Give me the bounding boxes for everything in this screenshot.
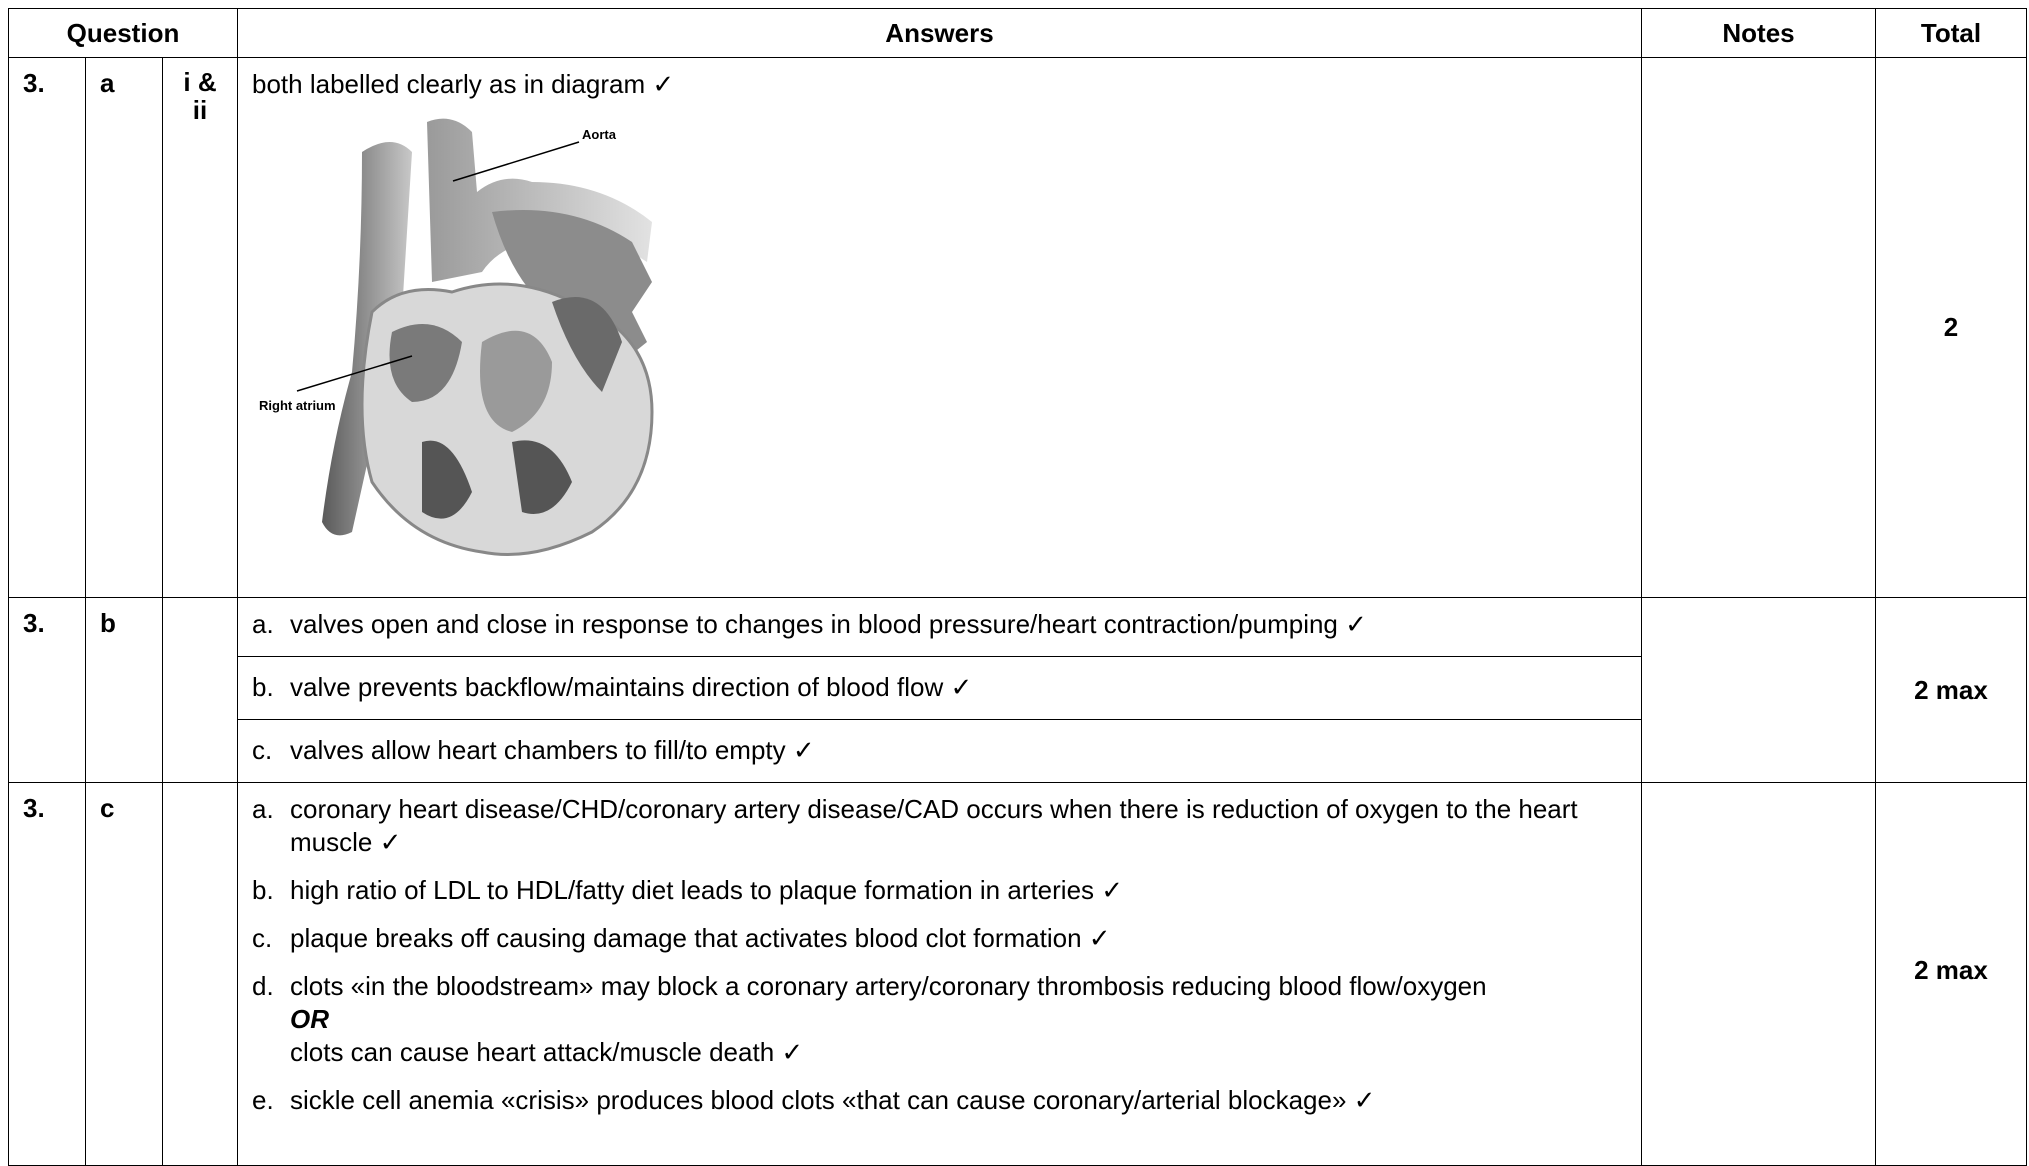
- answer-label: b.: [252, 875, 274, 905]
- header-notes: Notes: [1641, 8, 1876, 58]
- answer-body: clots «in the bloodstream» may block a c…: [290, 970, 1487, 1069]
- label-line: [452, 141, 580, 182]
- row-separator: [238, 656, 1641, 657]
- q-part: b: [85, 597, 163, 783]
- answer-text: plaque breaks off causing damage that ac…: [290, 923, 1111, 953]
- row-separator: [238, 719, 1641, 720]
- answer-label: b.: [252, 672, 274, 702]
- q-number: 3.: [8, 597, 86, 783]
- answer-label: c.: [252, 735, 273, 765]
- answer: b. valve prevents backflow/maintains dire…: [252, 671, 1627, 704]
- answer-text: high ratio of LDL to HDL/fatty diet lead…: [290, 875, 1124, 905]
- answer-body: valves allow heart chambers to fill/to e…: [290, 734, 815, 767]
- q-subpart: [162, 597, 238, 783]
- answer: b. high ratio of LDL to HDL/fatty diet le…: [252, 874, 1627, 907]
- heart-diagram: Aorta Right atrium: [259, 118, 654, 556]
- answer-body: valves open and close in response to cha…: [290, 608, 1367, 641]
- answer-label: e.: [252, 1085, 274, 1115]
- notes-cell: [1641, 57, 1876, 598]
- ventricles: [422, 440, 572, 519]
- markscheme-table: Question Answers Notes Total 3. a i & ii…: [8, 8, 2027, 1166]
- label-line: [296, 355, 413, 392]
- total-cell: 2 max: [1875, 782, 2027, 1166]
- subpart-text: i & ii: [183, 67, 217, 125]
- header-question: Question: [8, 8, 238, 58]
- right-atrium-shape: [389, 324, 462, 402]
- answer-body: sickle cell anemia «crisis» produces blo…: [290, 1084, 1375, 1117]
- answer: a. coronary heart disease/CHD/coronary ar…: [252, 793, 1627, 859]
- answer-body: valve prevents backflow/maintains direct…: [290, 671, 972, 704]
- answer-text: valve prevents backflow/maintains direct…: [290, 672, 973, 702]
- answers-cell: a. valves open and close in response to c…: [237, 597, 1642, 783]
- answer-label: c.: [252, 923, 273, 953]
- notes-cell: [1641, 782, 1876, 1166]
- q-part: c: [85, 782, 163, 1166]
- q-number: 3.: [8, 782, 86, 1166]
- answer-or: OR: [290, 1004, 329, 1034]
- header-answers: Answers: [237, 8, 1642, 58]
- aorta-shape: [427, 118, 652, 283]
- q-subpart: i & ii: [162, 57, 238, 598]
- total-cell: 2 max: [1875, 597, 2027, 783]
- answer-body: high ratio of LDL to HDL/fatty diet lead…: [290, 874, 1123, 907]
- answer-label: d.: [252, 971, 274, 1001]
- answer-text: valves open and close in response to cha…: [290, 609, 1367, 639]
- answer: both labelled clearly as in diagram ✓: [252, 68, 1627, 101]
- answers-cell: both labelled clearly as in diagram ✓ Ao…: [237, 57, 1642, 598]
- header-total: Total: [1875, 8, 2027, 58]
- answer: d. clots «in the bloodstream» may block a…: [252, 970, 1627, 1069]
- answer-text: valves allow heart chambers to fill/to e…: [290, 735, 815, 765]
- q-subpart: [162, 782, 238, 1166]
- answer: c. plaque breaks off causing damage that …: [252, 922, 1627, 955]
- notes-cell: [1641, 597, 1876, 783]
- left-atrium-shape: [552, 297, 622, 392]
- total-cell: 2: [1875, 57, 2027, 598]
- diagram-label: Right atrium: [259, 398, 336, 413]
- answer-text: sickle cell anemia «crisis» produces blo…: [290, 1085, 1376, 1115]
- answers-cell: a. coronary heart disease/CHD/coronary ar…: [237, 782, 1642, 1166]
- answer: c. valves allow heart chambers to fill/to…: [252, 734, 1627, 767]
- page: Question Answers Notes Total 3. a i & ii…: [8, 8, 2027, 1166]
- q-number: 3.: [8, 57, 86, 598]
- answer-text: clots can cause heart attack/muscle deat…: [290, 1037, 804, 1067]
- valve: [480, 330, 552, 432]
- answer: e. sickle cell anemia «crisis» produces b…: [252, 1084, 1627, 1117]
- diagram-label: Aorta: [582, 127, 617, 142]
- q-part: a: [85, 57, 163, 598]
- answer-body: plaque breaks off causing damage that ac…: [290, 922, 1111, 955]
- answer-text: both labelled clearly as in diagram ✓: [252, 69, 675, 99]
- answer-text: clots «in the bloodstream» may block a c…: [290, 971, 1487, 1001]
- answer-body: coronary heart disease/CHD/coronary arte…: [290, 793, 1627, 859]
- answer-label: a.: [252, 609, 274, 639]
- answer-text: coronary heart disease/CHD/coronary arte…: [290, 794, 1578, 857]
- answer: a. valves open and close in response to c…: [252, 608, 1627, 641]
- answer-label: a.: [252, 794, 274, 824]
